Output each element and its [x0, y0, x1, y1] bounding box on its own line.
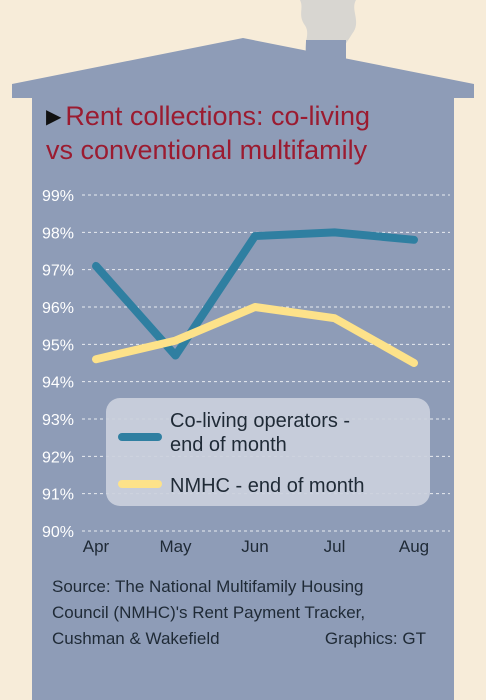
x-tick-label: Jul	[324, 537, 346, 556]
y-tick-label: 96%	[42, 300, 74, 317]
legend-box	[106, 398, 430, 506]
y-axis-ticks: 90% 91% 92% 93% 94% 95% 96% 97% 98% 99%	[42, 188, 74, 541]
x-tick-label: Jun	[241, 537, 268, 556]
y-tick-label: 93%	[42, 412, 74, 429]
house-body	[12, 38, 474, 700]
legend: Co-living operators - end of month NMHC …	[106, 398, 430, 506]
legend-label-nmhc: NMHC - end of month	[170, 475, 365, 497]
y-tick-label: 97%	[42, 263, 74, 280]
source-line-1: Source: The National Multifamily Housing	[52, 577, 364, 596]
line-chart: 90% 91% 92% 93% 94% 95% 96% 97% 98% 99% Apr May Jun…	[42, 188, 450, 556]
source-line-2: Council (NMHC)'s Rent Payment Tracker,	[52, 603, 366, 622]
chart-title-line-2: vs conventional multifamily	[46, 135, 368, 165]
legend-label-coliving-line2: end of month	[170, 434, 287, 456]
y-tick-label: 94%	[42, 375, 74, 392]
y-tick-label: 91%	[42, 487, 74, 504]
y-tick-label: 95%	[42, 337, 74, 354]
chart-title: ▶ Rent collections: co-living vs conventi…	[46, 100, 466, 167]
y-tick-label: 92%	[42, 449, 74, 466]
graphics-credit: Graphics: GT	[324, 629, 426, 648]
source-note: Source: The National Multifamily Housing…	[52, 574, 472, 652]
y-tick-label: 90%	[42, 524, 74, 541]
x-tick-label: Aug	[399, 537, 429, 556]
legend-label-coliving-line1: Co-living operators -	[170, 410, 350, 432]
x-tick-label: May	[159, 537, 192, 556]
source-line-3: Cushman & Wakefield	[52, 629, 220, 648]
play-triangle-icon: ▶	[46, 106, 62, 128]
y-tick-label: 99%	[42, 188, 74, 205]
x-axis-ticks: Apr May Jun Jul Aug	[83, 537, 429, 556]
chart-series	[92, 228, 418, 367]
y-tick-label: 98%	[42, 225, 74, 242]
chart-title-line-1: ▶ Rent collections: co-living	[46, 101, 371, 131]
x-tick-label: Apr	[83, 537, 110, 556]
